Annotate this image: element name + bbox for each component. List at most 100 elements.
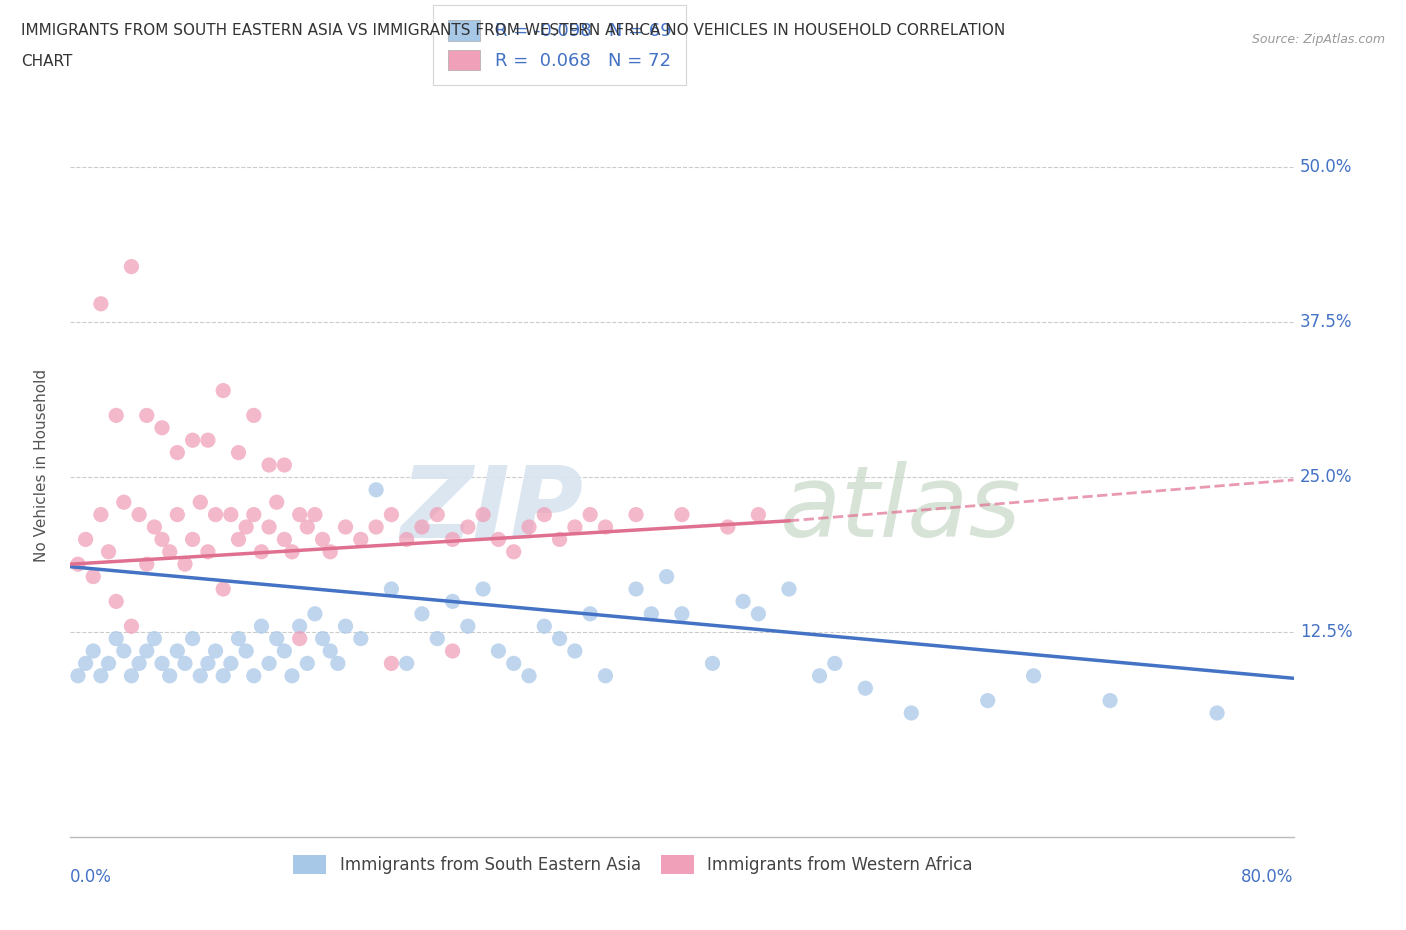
Point — [105, 408, 128, 423]
Point — [350, 532, 373, 547]
Point — [808, 669, 831, 684]
Point — [257, 520, 280, 535]
Point — [671, 507, 693, 522]
Point — [288, 631, 311, 646]
Point — [855, 681, 877, 696]
Point — [66, 557, 89, 572]
Point — [82, 644, 104, 658]
Point — [441, 594, 464, 609]
Point — [281, 669, 304, 684]
Point — [212, 669, 235, 684]
Point — [266, 631, 288, 646]
Point — [228, 445, 250, 460]
Point — [671, 606, 693, 621]
Point — [533, 618, 555, 633]
Point — [1022, 669, 1045, 684]
Point — [472, 581, 495, 596]
Point — [250, 618, 273, 633]
Point — [488, 644, 510, 658]
Point — [204, 507, 226, 522]
Point — [121, 618, 143, 633]
Point — [159, 544, 181, 559]
Point — [128, 656, 150, 671]
Point — [297, 520, 319, 535]
Point — [174, 656, 197, 671]
Point — [243, 408, 266, 423]
Point — [502, 544, 524, 559]
Point — [105, 594, 128, 609]
Point — [112, 644, 135, 658]
Point — [747, 606, 769, 621]
Point — [257, 656, 280, 671]
Text: atlas: atlas — [780, 461, 1021, 558]
Point — [181, 432, 204, 447]
Point — [311, 631, 333, 646]
Point — [228, 532, 250, 547]
Point — [97, 544, 120, 559]
Point — [273, 532, 295, 547]
Point — [311, 532, 333, 547]
Text: 37.5%: 37.5% — [1299, 313, 1353, 331]
Point — [1206, 706, 1229, 721]
Point — [75, 656, 97, 671]
Point — [624, 507, 647, 522]
Point — [548, 631, 571, 646]
Text: Source: ZipAtlas.com: Source: ZipAtlas.com — [1251, 33, 1385, 46]
Point — [97, 656, 120, 671]
Point — [288, 618, 311, 633]
Point — [75, 532, 97, 547]
Point — [502, 656, 524, 671]
Point — [655, 569, 678, 584]
Point — [219, 656, 242, 671]
Point — [243, 507, 266, 522]
Point — [533, 507, 555, 522]
Point — [426, 631, 449, 646]
Point — [411, 520, 433, 535]
Point — [197, 432, 219, 447]
Point — [595, 520, 617, 535]
Point — [441, 532, 464, 547]
Point — [335, 520, 357, 535]
Point — [174, 557, 197, 572]
Point — [517, 520, 540, 535]
Point — [112, 495, 135, 510]
Text: 0.0%: 0.0% — [70, 868, 112, 886]
Point — [66, 669, 89, 684]
Point — [564, 644, 586, 658]
Point — [733, 594, 755, 609]
Point — [143, 520, 166, 535]
Point — [143, 631, 166, 646]
Point — [457, 618, 479, 633]
Point — [235, 644, 257, 658]
Point — [411, 606, 433, 621]
Point — [395, 656, 418, 671]
Point — [159, 669, 181, 684]
Point — [304, 507, 326, 522]
Point — [266, 495, 288, 510]
Point — [335, 618, 357, 633]
Point — [135, 644, 157, 658]
Text: IMMIGRANTS FROM SOUTH EASTERN ASIA VS IMMIGRANTS FROM WESTERN AFRICA NO VEHICLES: IMMIGRANTS FROM SOUTH EASTERN ASIA VS IM… — [21, 23, 1005, 38]
Text: CHART: CHART — [21, 54, 73, 69]
Point — [257, 458, 280, 472]
Point — [235, 520, 257, 535]
Point — [90, 507, 112, 522]
Point — [150, 420, 173, 435]
Point — [150, 532, 173, 547]
Text: 50.0%: 50.0% — [1299, 158, 1353, 177]
Point — [281, 544, 304, 559]
Point — [90, 669, 112, 684]
Point — [288, 507, 311, 522]
Point — [181, 631, 204, 646]
Point — [579, 606, 602, 621]
Point — [135, 408, 157, 423]
Point — [640, 606, 662, 621]
Point — [595, 669, 617, 684]
Point — [243, 669, 266, 684]
Point — [778, 581, 800, 596]
Point — [197, 544, 219, 559]
Point — [564, 520, 586, 535]
Point — [900, 706, 922, 721]
Legend: Immigrants from South Eastern Asia, Immigrants from Western Africa: Immigrants from South Eastern Asia, Immi… — [287, 848, 980, 881]
Point — [747, 507, 769, 522]
